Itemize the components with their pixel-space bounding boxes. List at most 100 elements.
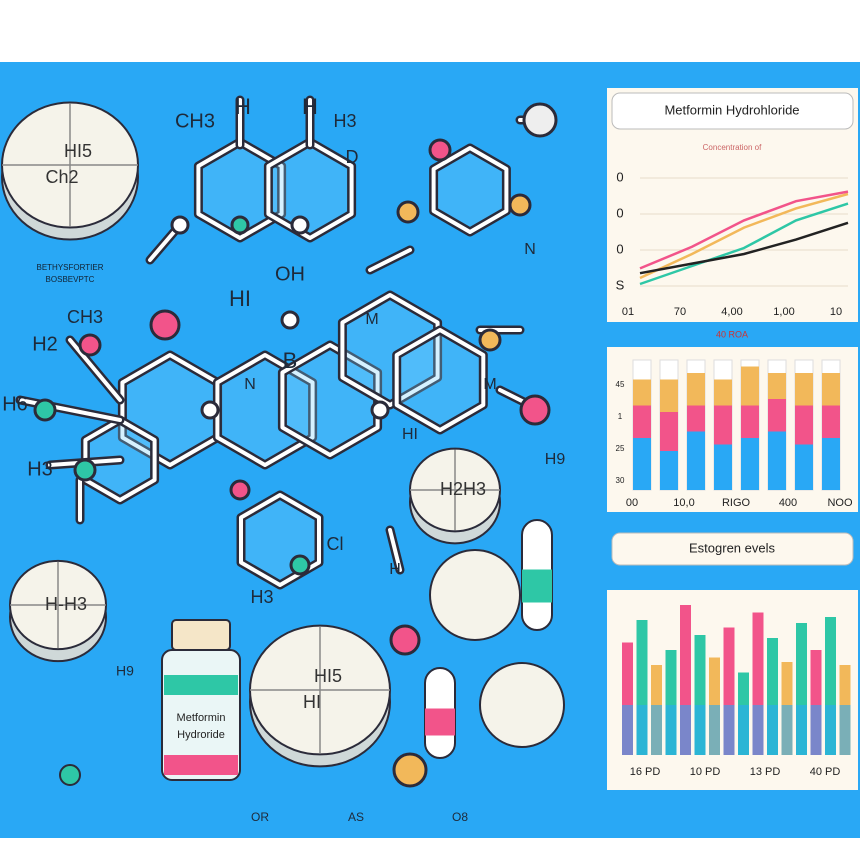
atom-label: B — [283, 348, 298, 373]
atom-label: O8 — [452, 810, 468, 824]
bar-base — [781, 705, 793, 755]
atom-label: H9 — [545, 451, 566, 468]
bar-base — [796, 705, 807, 755]
y-tick-label: 25 — [616, 444, 625, 453]
atom — [73, 458, 97, 482]
bar — [810, 650, 822, 755]
atom — [389, 624, 421, 656]
bar — [665, 650, 677, 755]
x-tick-label: 00 — [626, 497, 638, 509]
pill-label: H-H3 — [45, 594, 87, 614]
bar — [687, 431, 705, 490]
x-tick-label: 10 PD — [690, 766, 721, 778]
atom — [289, 554, 311, 576]
atom — [78, 333, 102, 357]
atom-label: H — [389, 561, 401, 578]
y-tick-label: 1 — [618, 412, 623, 421]
y-tick-label: 45 — [616, 380, 625, 389]
x-tick-label: 10 — [830, 306, 842, 318]
bar — [723, 627, 735, 755]
ring-inner — [394, 328, 486, 432]
atom-label: OH — [275, 263, 305, 285]
atom-label: H2 — [32, 333, 58, 355]
atom-label: H9 — [116, 663, 134, 679]
atom — [370, 400, 390, 420]
bar-base — [738, 705, 749, 755]
y-tick-label: 0 — [616, 205, 623, 220]
atom-label: M — [483, 376, 496, 393]
ring — [263, 137, 357, 243]
x-tick-label: 400 — [779, 497, 797, 509]
x-tick-label: RIGO — [722, 497, 751, 509]
x-tick-label: 10,0 — [673, 497, 694, 509]
bar-base — [767, 705, 778, 755]
atom — [508, 193, 532, 217]
atom — [200, 400, 220, 420]
atom — [229, 479, 251, 501]
atom-label: Cl — [327, 534, 344, 554]
pill-label: HI — [303, 692, 321, 712]
ring-inner — [266, 140, 354, 240]
atom — [392, 752, 428, 788]
caption: BOSBEVPTC — [46, 275, 95, 284]
x-tick-label: 40 PD — [810, 766, 841, 778]
bar — [741, 405, 759, 438]
bar — [768, 399, 786, 432]
atom — [149, 309, 181, 341]
bar — [633, 379, 651, 406]
bar — [694, 635, 706, 755]
capsule-band — [425, 708, 455, 736]
vial-cap — [171, 619, 231, 651]
caption: BETHYSFORTIER — [37, 263, 104, 272]
ring-inner — [83, 418, 157, 502]
x-tick-label: 16 PD — [630, 766, 661, 778]
bar-base — [709, 705, 720, 755]
bar-base — [694, 705, 706, 755]
bar-base — [752, 705, 764, 755]
line — [639, 221, 849, 275]
bar — [822, 373, 840, 406]
vial-band — [164, 755, 238, 775]
atom-label: M — [365, 311, 378, 328]
y-tick-label: 0 — [616, 169, 623, 184]
atom — [522, 102, 558, 138]
capsule-band — [522, 569, 552, 603]
y-tick-label: 30 — [616, 476, 625, 485]
bar — [622, 642, 633, 755]
atom — [230, 215, 250, 235]
bar-base — [622, 705, 633, 755]
pill — [429, 549, 521, 641]
ring-inner — [196, 140, 284, 240]
atom-label: N — [244, 376, 256, 393]
bar — [660, 412, 678, 451]
bar-base — [825, 705, 836, 755]
atom-label: AS — [348, 810, 364, 824]
title-box — [611, 532, 854, 566]
bar — [795, 444, 813, 490]
line — [639, 202, 849, 286]
atom — [478, 328, 502, 352]
atom — [396, 200, 420, 224]
panel-title: 40 ROA — [716, 329, 748, 339]
bar — [633, 405, 651, 438]
bar-base — [651, 705, 662, 755]
atom-label: H3 — [27, 458, 53, 480]
bar — [687, 405, 705, 432]
bar — [714, 405, 732, 445]
atom — [59, 764, 81, 786]
bar-base — [839, 705, 851, 755]
bar — [633, 438, 651, 490]
bar-base — [723, 705, 735, 755]
x-tick-label: 4,00 — [721, 306, 742, 318]
bar — [752, 612, 764, 755]
bond-inner — [388, 528, 402, 572]
line — [639, 192, 849, 280]
atom — [280, 310, 300, 330]
atom-label: H3 — [333, 111, 356, 131]
bar-base — [810, 705, 822, 755]
x-tick-label: 13 PD — [750, 766, 781, 778]
title-box — [611, 92, 854, 130]
atom-label: CH3 — [67, 307, 103, 327]
